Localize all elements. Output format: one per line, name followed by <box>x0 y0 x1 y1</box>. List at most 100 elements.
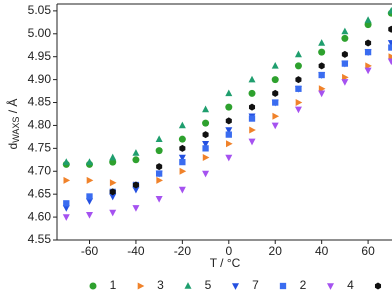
point <box>248 115 256 122</box>
plot-area <box>62 7 392 221</box>
point <box>295 99 303 107</box>
point <box>86 193 93 200</box>
point <box>225 117 232 125</box>
point <box>388 44 392 51</box>
point <box>318 39 326 46</box>
x-axis-label: T / °C <box>210 256 241 270</box>
point <box>62 205 70 212</box>
y-label-unit: / Å <box>5 99 20 117</box>
x-tick-label: -40 <box>127 244 145 258</box>
point <box>341 50 348 58</box>
point <box>225 127 233 134</box>
point <box>364 21 372 29</box>
point <box>248 75 256 83</box>
point <box>178 154 186 162</box>
legend-marker <box>279 282 287 290</box>
point <box>62 158 70 165</box>
point <box>155 135 163 142</box>
point <box>86 211 94 219</box>
point <box>318 71 325 79</box>
point <box>272 112 280 120</box>
point <box>109 153 117 161</box>
y-tick-label: 4.95 <box>28 49 52 63</box>
legend-marker <box>327 283 334 290</box>
point <box>271 122 279 130</box>
legend-label: 5 <box>205 278 212 292</box>
y-tick-label: 4.85 <box>28 95 52 109</box>
point <box>156 176 163 184</box>
y-tick-label: 4.80 <box>28 118 52 132</box>
point <box>63 200 70 207</box>
legend-marker <box>184 282 192 289</box>
point <box>178 135 186 143</box>
y-axis-label: dWAXS / Å <box>5 99 21 150</box>
point <box>341 27 349 35</box>
x-tick-label: 40 <box>315 244 329 258</box>
x-tick-label: 0 <box>225 244 232 258</box>
point <box>179 144 186 152</box>
point <box>109 179 117 187</box>
point <box>318 90 326 98</box>
x-tick-label: 60 <box>361 244 375 258</box>
point <box>155 170 163 177</box>
point <box>202 131 209 139</box>
point <box>132 181 139 189</box>
point <box>155 147 163 155</box>
x-tick-label: -20 <box>174 244 192 258</box>
point <box>341 60 349 67</box>
point <box>295 76 302 84</box>
point <box>364 16 372 23</box>
legend-marker <box>89 282 97 290</box>
point <box>248 89 256 97</box>
point <box>249 126 256 134</box>
point <box>202 154 210 162</box>
point <box>365 62 372 70</box>
point <box>318 48 326 56</box>
point <box>109 188 116 196</box>
point <box>318 62 325 70</box>
y-tick-label: 5.00 <box>28 26 52 40</box>
point <box>202 140 210 148</box>
point <box>318 85 326 93</box>
point <box>156 163 163 171</box>
point <box>295 85 302 92</box>
point <box>109 158 117 166</box>
y-tick-label: 4.65 <box>28 186 52 200</box>
legend-label: 3 <box>157 278 164 292</box>
x-tick-label: -60 <box>81 244 99 258</box>
point <box>132 186 140 194</box>
point <box>86 198 94 205</box>
legend-marker <box>137 282 145 290</box>
point <box>132 205 140 212</box>
point <box>202 105 210 113</box>
point <box>341 79 349 86</box>
y-tick-label: 4.55 <box>28 232 52 246</box>
point <box>364 67 372 75</box>
point <box>202 119 210 127</box>
point <box>271 62 279 69</box>
point <box>294 106 302 114</box>
point <box>179 167 187 175</box>
point <box>365 39 372 47</box>
point <box>248 103 256 111</box>
legend-label: 7 <box>252 278 259 292</box>
point <box>272 89 279 97</box>
point <box>388 53 392 61</box>
point <box>341 34 349 42</box>
y-label-sub: WAXS <box>11 117 21 143</box>
point <box>132 149 140 156</box>
point <box>364 48 372 56</box>
point <box>109 193 117 201</box>
point <box>271 76 279 84</box>
legend-marker <box>232 283 239 290</box>
point <box>248 138 256 146</box>
point <box>178 186 186 194</box>
point <box>387 58 392 66</box>
point <box>202 145 209 152</box>
point <box>155 195 163 203</box>
point <box>202 170 210 178</box>
point <box>109 209 117 217</box>
point <box>294 50 302 58</box>
point <box>342 73 349 81</box>
